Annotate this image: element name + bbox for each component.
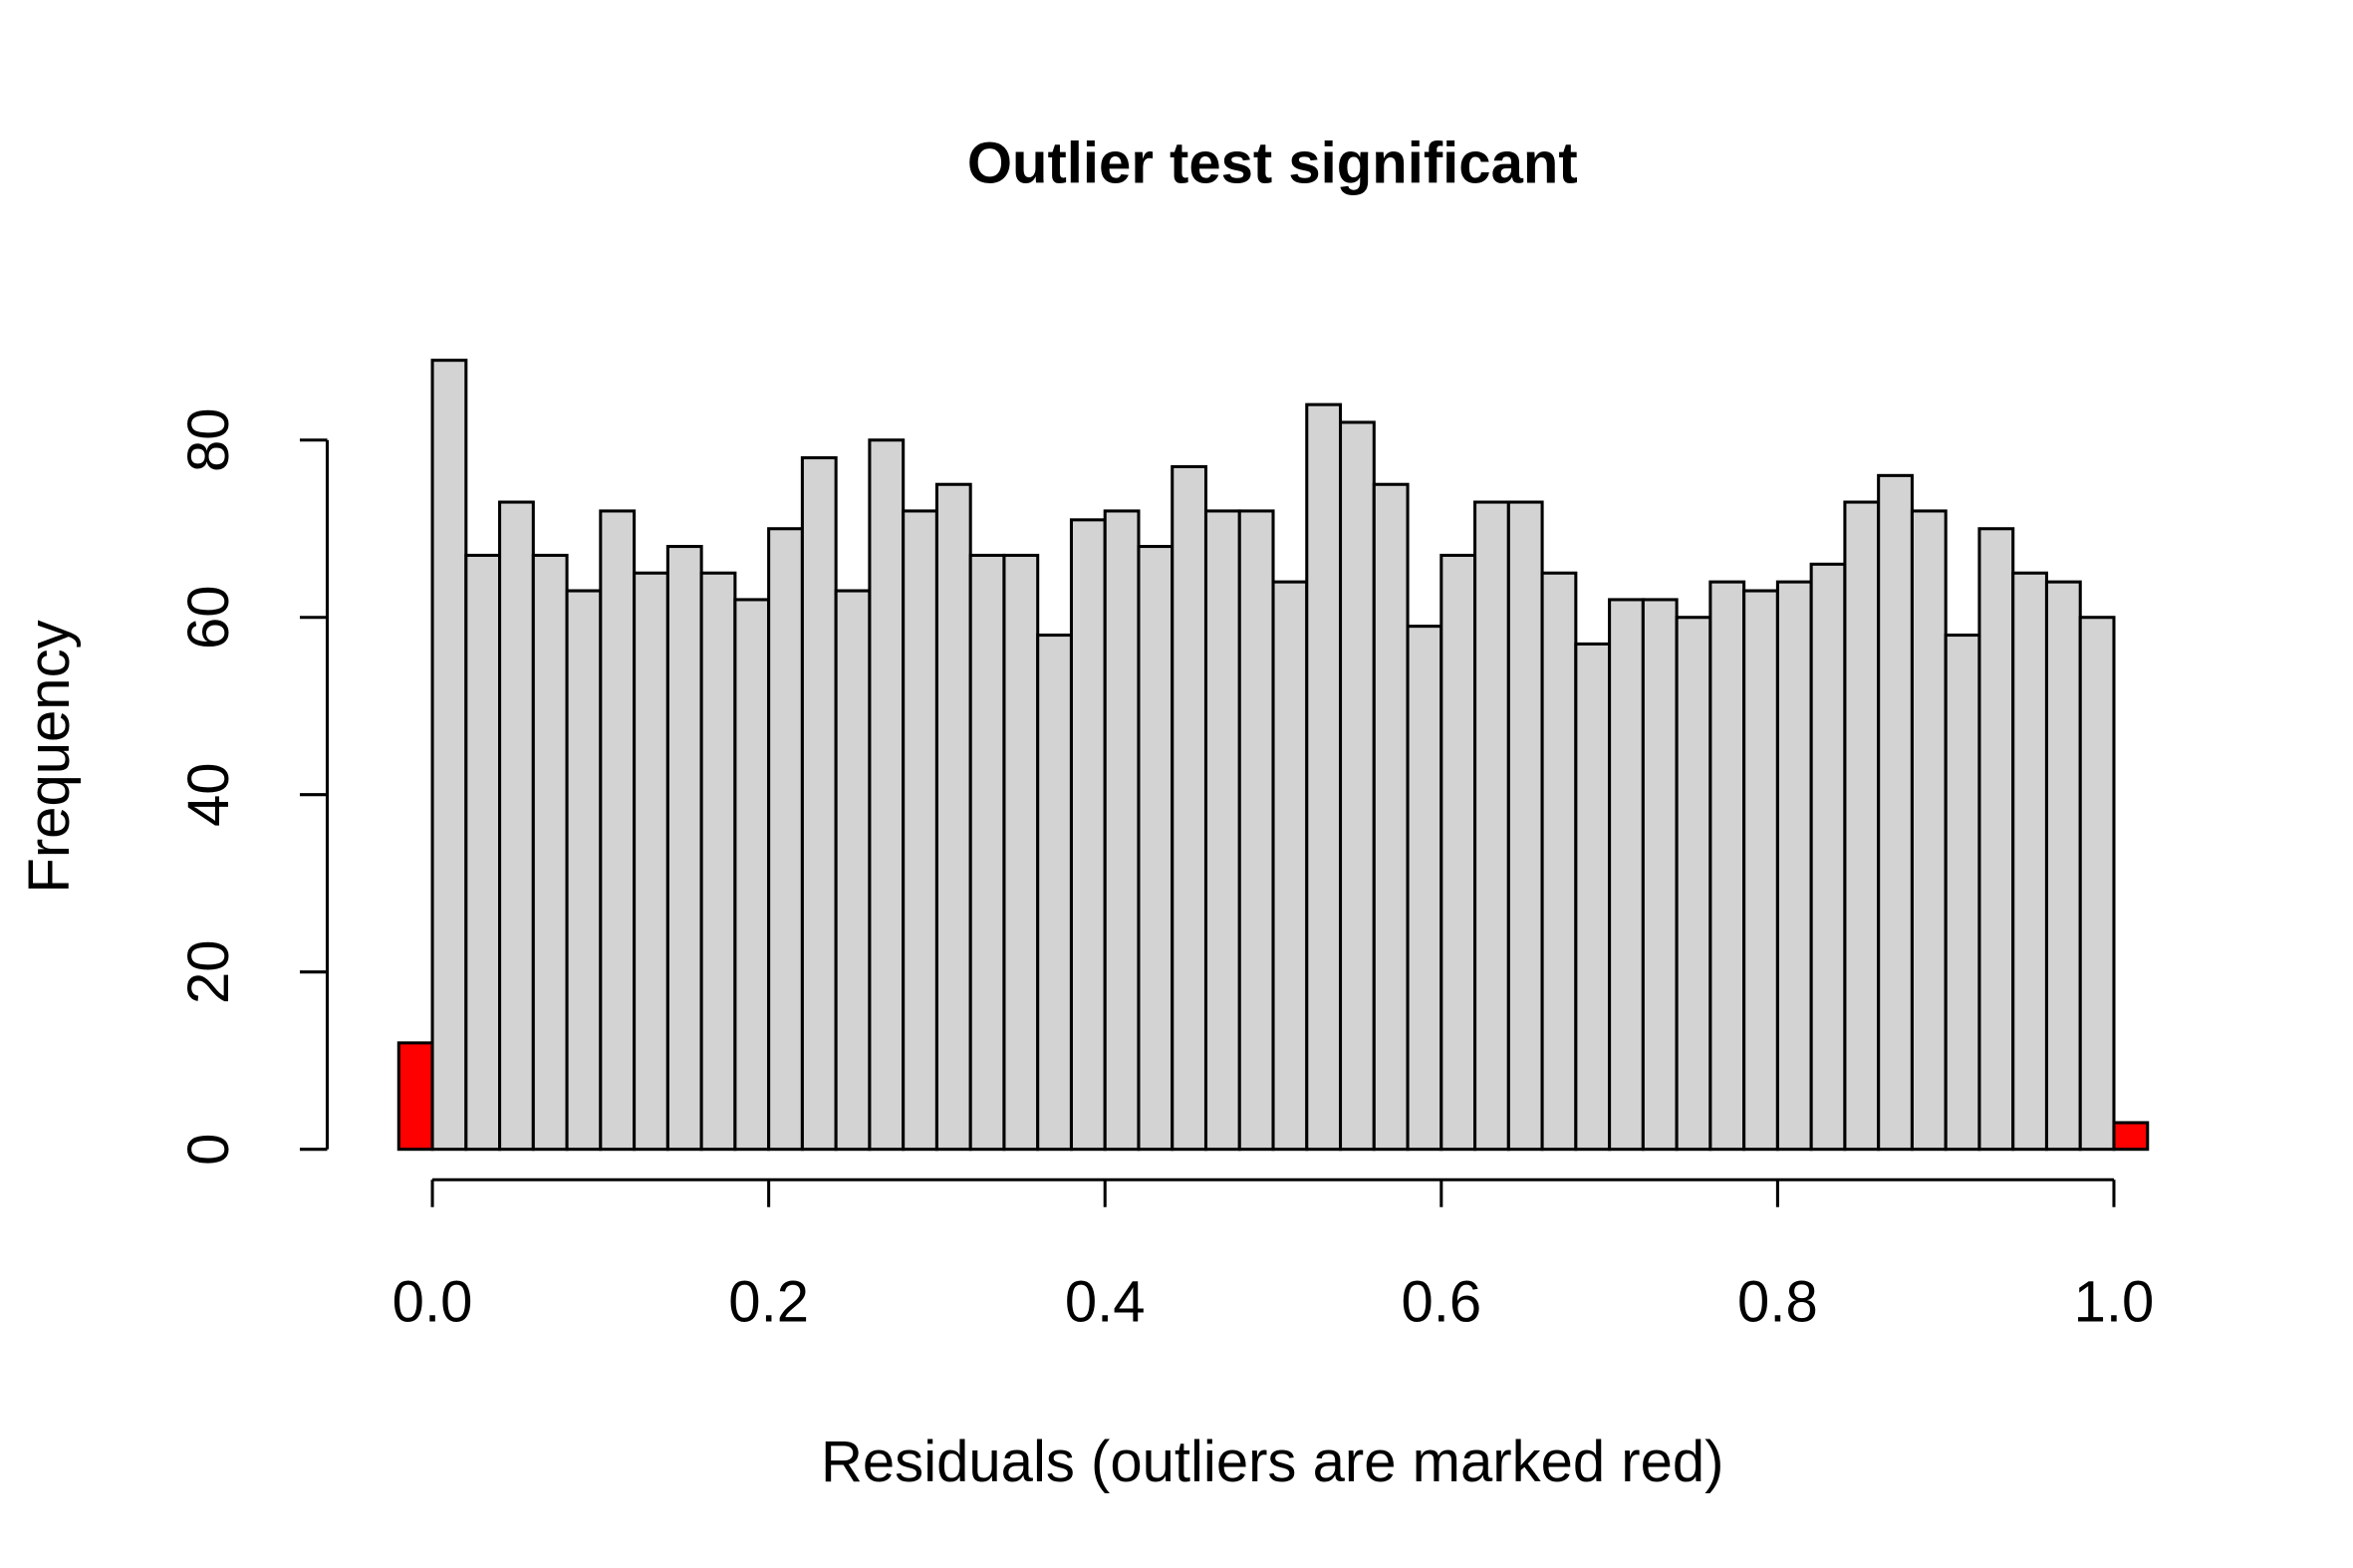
bar bbox=[498, 500, 535, 1152]
bar bbox=[1473, 500, 1510, 1152]
bar bbox=[633, 571, 669, 1152]
bar bbox=[1775, 580, 1813, 1152]
bar bbox=[1506, 500, 1544, 1152]
bar bbox=[699, 571, 737, 1152]
bar bbox=[1641, 598, 1679, 1152]
bar bbox=[430, 359, 468, 1152]
bar bbox=[800, 456, 838, 1152]
bar bbox=[733, 598, 771, 1152]
bar bbox=[1339, 420, 1376, 1152]
bar bbox=[1036, 634, 1073, 1152]
bar bbox=[1574, 642, 1612, 1152]
bar bbox=[1608, 598, 1645, 1152]
bar bbox=[767, 527, 804, 1152]
bar bbox=[1002, 553, 1040, 1152]
bar bbox=[968, 553, 1006, 1152]
bar bbox=[1271, 580, 1309, 1152]
bar bbox=[902, 509, 938, 1152]
bar bbox=[1406, 625, 1443, 1152]
bar bbox=[934, 482, 972, 1152]
bar bbox=[1708, 580, 1746, 1152]
x-axis-label: Residuals (outliers are marked red) bbox=[821, 1430, 1724, 1494]
bar bbox=[1977, 527, 2015, 1152]
x-tick-label: 0.8 bbox=[1737, 1269, 1818, 1334]
bar bbox=[1742, 589, 1779, 1152]
bar bbox=[1540, 571, 1578, 1152]
x-tick-label: 0.0 bbox=[392, 1269, 473, 1334]
bar bbox=[868, 438, 906, 1152]
bar bbox=[2044, 580, 2082, 1152]
x-tick-label: 0.6 bbox=[1401, 1269, 1481, 1334]
bar bbox=[396, 1041, 434, 1152]
bar bbox=[599, 509, 637, 1152]
x-tick-label: 0.2 bbox=[728, 1269, 809, 1334]
bar bbox=[1137, 545, 1175, 1152]
bar bbox=[2011, 571, 2048, 1152]
bar bbox=[1439, 553, 1477, 1152]
bar bbox=[1237, 509, 1275, 1152]
x-tick-label: 1.0 bbox=[2074, 1269, 2155, 1334]
y-tick-label: 40 bbox=[176, 762, 241, 827]
y-axis-label: Frequency bbox=[17, 620, 82, 893]
bar bbox=[2112, 1121, 2150, 1152]
bar bbox=[665, 545, 703, 1152]
bar bbox=[464, 553, 502, 1152]
bar bbox=[565, 589, 603, 1152]
bar bbox=[1877, 473, 1914, 1152]
y-tick-label: 60 bbox=[176, 585, 241, 650]
bar bbox=[1910, 509, 1948, 1152]
bar bbox=[1944, 634, 1981, 1152]
bar bbox=[1203, 509, 1241, 1152]
y-tick-label: 20 bbox=[176, 939, 241, 1004]
bar bbox=[2078, 616, 2116, 1152]
bar bbox=[1171, 464, 1208, 1152]
bar bbox=[1103, 509, 1141, 1152]
x-tick-label: 0.4 bbox=[1065, 1269, 1146, 1334]
bar bbox=[531, 553, 569, 1152]
bar bbox=[1809, 562, 1847, 1152]
bar bbox=[1675, 616, 1712, 1152]
y-tick-label: 80 bbox=[176, 407, 241, 472]
bar bbox=[1372, 482, 1410, 1152]
bar bbox=[834, 589, 872, 1152]
bar bbox=[1843, 500, 1881, 1152]
bar bbox=[1069, 518, 1107, 1152]
bar bbox=[1305, 402, 1343, 1152]
y-tick-label: 0 bbox=[176, 1134, 241, 1166]
chart-title: Outlier test significant bbox=[967, 131, 1578, 196]
